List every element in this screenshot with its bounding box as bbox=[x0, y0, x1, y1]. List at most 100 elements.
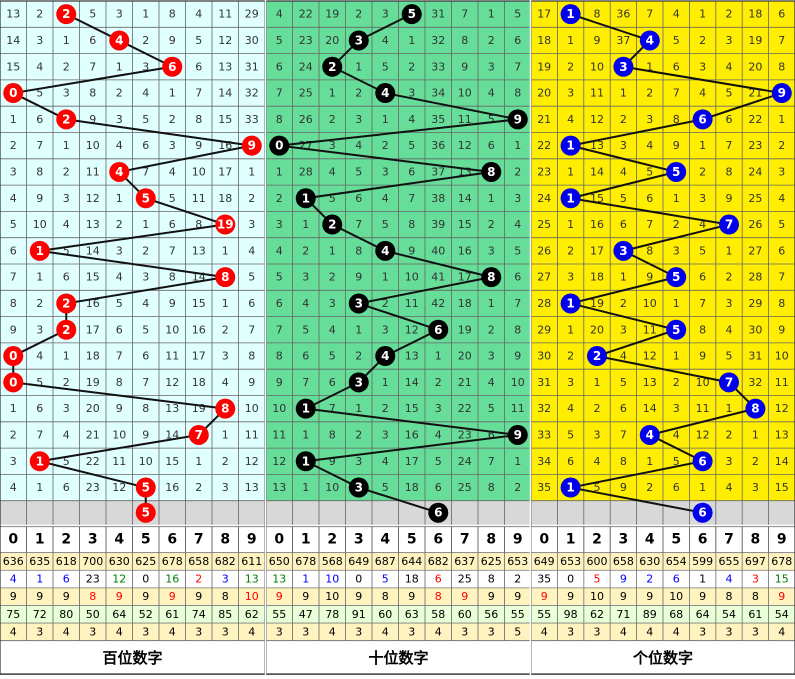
ball-marker bbox=[481, 267, 502, 288]
digit-header-label: 7 bbox=[724, 532, 734, 548]
cell-value: 3 bbox=[620, 139, 627, 152]
stats-value: 62 bbox=[245, 608, 259, 621]
ball-marker bbox=[507, 424, 528, 445]
ball-marker bbox=[375, 346, 396, 367]
stats-value: 4 bbox=[329, 625, 336, 638]
digit-header-label: 6 bbox=[698, 532, 708, 548]
cell-value: 6 bbox=[567, 455, 574, 468]
cell-value: 8 bbox=[355, 244, 362, 257]
cell-value: 7 bbox=[248, 323, 255, 336]
cell-value: 3 bbox=[699, 60, 706, 73]
cell-value: 7 bbox=[355, 218, 362, 231]
cell-value: 3 bbox=[302, 271, 309, 284]
cell-value: 6 bbox=[673, 481, 680, 494]
cell-value: 5 bbox=[36, 376, 43, 389]
ball-label: 4 bbox=[381, 349, 389, 363]
cell-value: 1 bbox=[699, 8, 706, 21]
cell-value: 17 bbox=[458, 271, 472, 284]
stats-value: 9 bbox=[276, 590, 283, 603]
stats-value: 10 bbox=[245, 590, 259, 603]
cell-value: 3 bbox=[36, 323, 43, 336]
cell-value: 6 bbox=[195, 60, 202, 73]
ball-label: 6 bbox=[698, 454, 706, 468]
cell-value: 9 bbox=[116, 402, 123, 415]
cell-value: 4 bbox=[302, 297, 309, 310]
stats-value: 75 bbox=[6, 608, 20, 621]
cell-value: 6 bbox=[142, 139, 149, 152]
cell-value: 6 bbox=[408, 165, 415, 178]
cell-value: 15 bbox=[165, 455, 179, 468]
stats-value: 8 bbox=[89, 590, 96, 603]
cell-value: 4 bbox=[620, 165, 627, 178]
cell-value: 32 bbox=[431, 34, 445, 47]
ball-marker bbox=[560, 293, 581, 314]
cell-value: 4 bbox=[673, 428, 680, 441]
cell-value: 2 bbox=[646, 87, 653, 100]
stats-value: 682 bbox=[428, 555, 449, 568]
digit-header-label: 0 bbox=[8, 532, 18, 548]
cell-value: 17 bbox=[86, 323, 100, 336]
cell-value: 4 bbox=[142, 87, 149, 100]
stats-value: 2 bbox=[646, 573, 653, 586]
digit-header-label: 0 bbox=[274, 532, 284, 548]
ball-marker bbox=[771, 83, 792, 104]
stats-value: 618 bbox=[56, 555, 77, 568]
stats-value: 4 bbox=[248, 625, 255, 638]
ball-marker bbox=[29, 240, 50, 261]
stats-value: 637 bbox=[454, 555, 475, 568]
cell-value: 1 bbox=[673, 350, 680, 363]
cell-value: 17 bbox=[590, 244, 604, 257]
cell-value: 1 bbox=[142, 218, 149, 231]
ball-marker bbox=[29, 451, 50, 472]
stats-value: 682 bbox=[215, 555, 236, 568]
cell-value: 1 bbox=[355, 402, 362, 415]
cell-value: 3 bbox=[142, 60, 149, 73]
cell-value: 7 bbox=[778, 271, 785, 284]
cell-value: 22 bbox=[537, 139, 551, 152]
stats-value: 6 bbox=[63, 573, 70, 586]
ball-marker bbox=[613, 240, 634, 261]
cell-value: 8 bbox=[142, 402, 149, 415]
cell-value: 18 bbox=[218, 192, 232, 205]
cell-value: 1 bbox=[382, 376, 389, 389]
cell-value: 7 bbox=[169, 244, 176, 257]
stats-value: 649 bbox=[534, 555, 555, 568]
ball-label: 9 bbox=[514, 112, 522, 126]
cell-value: 5 bbox=[726, 87, 733, 100]
cell-value: 16 bbox=[405, 428, 419, 441]
cell-value: 3 bbox=[169, 139, 176, 152]
cell-value: 11 bbox=[272, 428, 286, 441]
cell-value: 15 bbox=[86, 271, 100, 284]
stats-value: 9 bbox=[116, 590, 123, 603]
cell-value: 1 bbox=[10, 402, 17, 415]
cell-value: 8 bbox=[169, 8, 176, 21]
stats-value: 3 bbox=[276, 625, 283, 638]
ball-label: 2 bbox=[62, 323, 70, 337]
stats-value: 3 bbox=[488, 625, 495, 638]
cell-value: 35 bbox=[431, 113, 445, 126]
cell-value: 5 bbox=[673, 34, 680, 47]
cell-value: 9 bbox=[673, 139, 680, 152]
stats-value: 678 bbox=[162, 555, 183, 568]
cell-value: 1 bbox=[435, 350, 442, 363]
cell-value: 11 bbox=[86, 165, 100, 178]
ball-marker bbox=[348, 293, 369, 314]
ball-label: 8 bbox=[221, 402, 229, 416]
ball-label: 5 bbox=[672, 270, 680, 284]
cell-value: 18 bbox=[748, 8, 762, 21]
cell-value: 2 bbox=[488, 34, 495, 47]
cell-value: 10 bbox=[33, 218, 47, 231]
cell-value: 20 bbox=[748, 60, 762, 73]
cell-value: 33 bbox=[537, 428, 551, 441]
cell-value: 1 bbox=[302, 481, 309, 494]
digit-header-label: 1 bbox=[301, 532, 311, 548]
digit-header-label: 3 bbox=[619, 532, 629, 548]
cell-value: 13 bbox=[192, 244, 206, 257]
cell-value: 8 bbox=[248, 350, 255, 363]
stats-value: 654 bbox=[666, 555, 687, 568]
cell-value: 11 bbox=[218, 8, 232, 21]
cell-value: 1 bbox=[752, 428, 759, 441]
stats-value: 630 bbox=[639, 555, 660, 568]
cell-value: 1 bbox=[248, 165, 255, 178]
